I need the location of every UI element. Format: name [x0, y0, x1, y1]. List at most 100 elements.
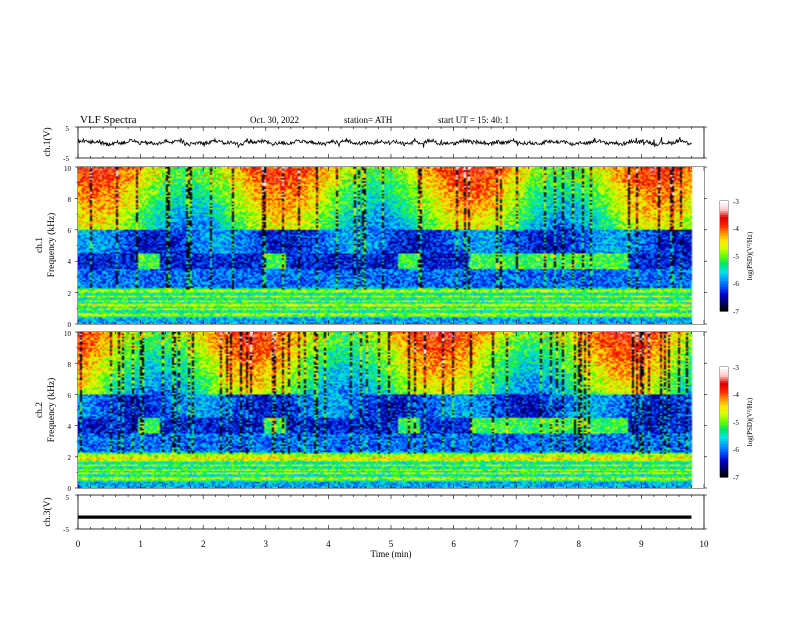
ch2-cbar-tick-4: -4: [733, 391, 739, 399]
colorbar-cell: [720, 399, 728, 402]
colorbar-cell: [720, 383, 728, 386]
colorbar-cell: [720, 463, 728, 466]
colorbar-cell: [720, 279, 728, 282]
colorbar-cell: [720, 259, 728, 262]
ch1-ytick-top: 5: [66, 125, 70, 133]
colorbar-cell: [720, 397, 728, 400]
start-time-label: start UT = 15: 40: 1: [438, 115, 509, 125]
ch2-ytick-6: 6: [68, 392, 72, 400]
xtick-10: 10: [700, 539, 710, 549]
colorbar-cell: [720, 401, 728, 404]
colorbar-cell: [720, 385, 728, 388]
ch1-spec-ylabel-line2: Frequency (kHz): [46, 213, 57, 278]
ch2-spec-ylabel-line1: ch.2: [35, 402, 45, 418]
colorbar-cell: [720, 209, 728, 212]
ch3-waveform-panel: 5 -5 ch.3(V): [42, 494, 705, 534]
xtick-6: 6: [451, 539, 456, 549]
ch2-colorbar-gradient: [720, 367, 728, 478]
xtick-1: 1: [138, 539, 143, 549]
ch1-spec-ylabel-line1: ch.1: [35, 237, 45, 253]
colorbar-cell: [720, 219, 728, 222]
colorbar-cell: [720, 205, 728, 208]
ch1-ytick-10: 10: [64, 165, 72, 173]
colorbar-cell: [720, 289, 728, 292]
ch1-ytick-8: 8: [68, 196, 72, 204]
colorbar-cell: [720, 423, 728, 426]
colorbar-cell: [720, 475, 728, 478]
colorbar-cell: [720, 377, 728, 380]
colorbar-cell: [720, 457, 728, 460]
ch1-ylabel: ch.1(V): [42, 127, 53, 156]
colorbar-cell: [720, 267, 728, 270]
colorbar-cell: [720, 277, 728, 280]
colorbar-cell: [720, 371, 728, 374]
ch2-ytick-4: 4: [68, 423, 72, 431]
colorbar-cell: [720, 293, 728, 296]
ch1-spec-ylabel: ch.1 Frequency (kHz): [35, 213, 57, 278]
colorbar-cell: [720, 307, 728, 310]
colorbar-cell: [720, 425, 728, 428]
colorbar-cell: [720, 445, 728, 448]
colorbar-cell: [720, 437, 728, 440]
ch2-cbar-tick-5: -5: [733, 419, 739, 427]
colorbar-cell: [720, 415, 728, 418]
ch2-ytick-2: 2: [68, 454, 72, 462]
colorbar-cell: [720, 269, 728, 272]
ch1-colorbar-gradient: [720, 201, 728, 312]
ch2-ytick-0: 0: [68, 485, 72, 493]
colorbar-cell: [720, 261, 728, 264]
colorbar-cell: [720, 285, 728, 288]
xtick-7: 7: [514, 539, 519, 549]
colorbar-cell: [720, 409, 728, 412]
colorbar-cell: [720, 203, 728, 206]
colorbar-cell: [720, 201, 728, 204]
colorbar-cell: [720, 391, 728, 394]
colorbar-cell: [720, 405, 728, 408]
ch1-cbar-tick-7: -7: [733, 308, 739, 316]
colorbar-cell: [720, 375, 728, 378]
colorbar-cell: [720, 393, 728, 396]
ch1-spectrogram-image: [78, 167, 704, 324]
colorbar-cell: [720, 455, 728, 458]
colorbar-cell: [720, 253, 728, 256]
colorbar-cell: [720, 213, 728, 216]
ch3-frame: [77, 494, 705, 530]
colorbar-cell: [720, 301, 728, 304]
colorbar-cell: [720, 413, 728, 416]
colorbar-cell: [720, 433, 728, 436]
colorbar-cell: [720, 223, 728, 226]
ch1-ytick-0: 0: [68, 321, 72, 329]
ch2-colorbar-label: log(PSD)(V²/Hz): [746, 397, 754, 446]
colorbar-cell: [720, 257, 728, 260]
colorbar-cell: [720, 263, 728, 266]
ch2-cbar-tick-3: -3: [733, 364, 739, 372]
colorbar-cell: [720, 251, 728, 254]
ch2-spec-ylabel: ch.2 Frequency (kHz): [35, 378, 57, 443]
colorbar-cell: [720, 389, 728, 392]
colorbar-cell: [720, 403, 728, 406]
colorbar-cell: [720, 239, 728, 242]
colorbar-cell: [720, 431, 728, 434]
colorbar-cell: [720, 255, 728, 258]
colorbar-cell: [720, 411, 728, 414]
colorbar-cell: [720, 231, 728, 234]
colorbar-cell: [720, 417, 728, 420]
colorbar-cell: [720, 369, 728, 372]
colorbar-cell: [720, 469, 728, 472]
colorbar-cell: [720, 265, 728, 268]
colorbar-cell: [720, 287, 728, 290]
ch2-cbar-tick-6: -6: [733, 446, 739, 454]
colorbar-cell: [720, 247, 728, 250]
colorbar-cell: [720, 435, 728, 438]
colorbar-cell: [720, 441, 728, 444]
colorbar-cell: [720, 395, 728, 398]
ch2-ytick-8: 8: [68, 361, 72, 369]
colorbar-cell: [720, 461, 728, 464]
colorbar-cell: [720, 447, 728, 450]
colorbar-cell: [720, 215, 728, 218]
colorbar-cell: [720, 381, 728, 384]
colorbar-cell: [720, 297, 728, 300]
colorbar-cell: [720, 229, 728, 232]
ch1-ytick-6: 6: [68, 227, 72, 235]
